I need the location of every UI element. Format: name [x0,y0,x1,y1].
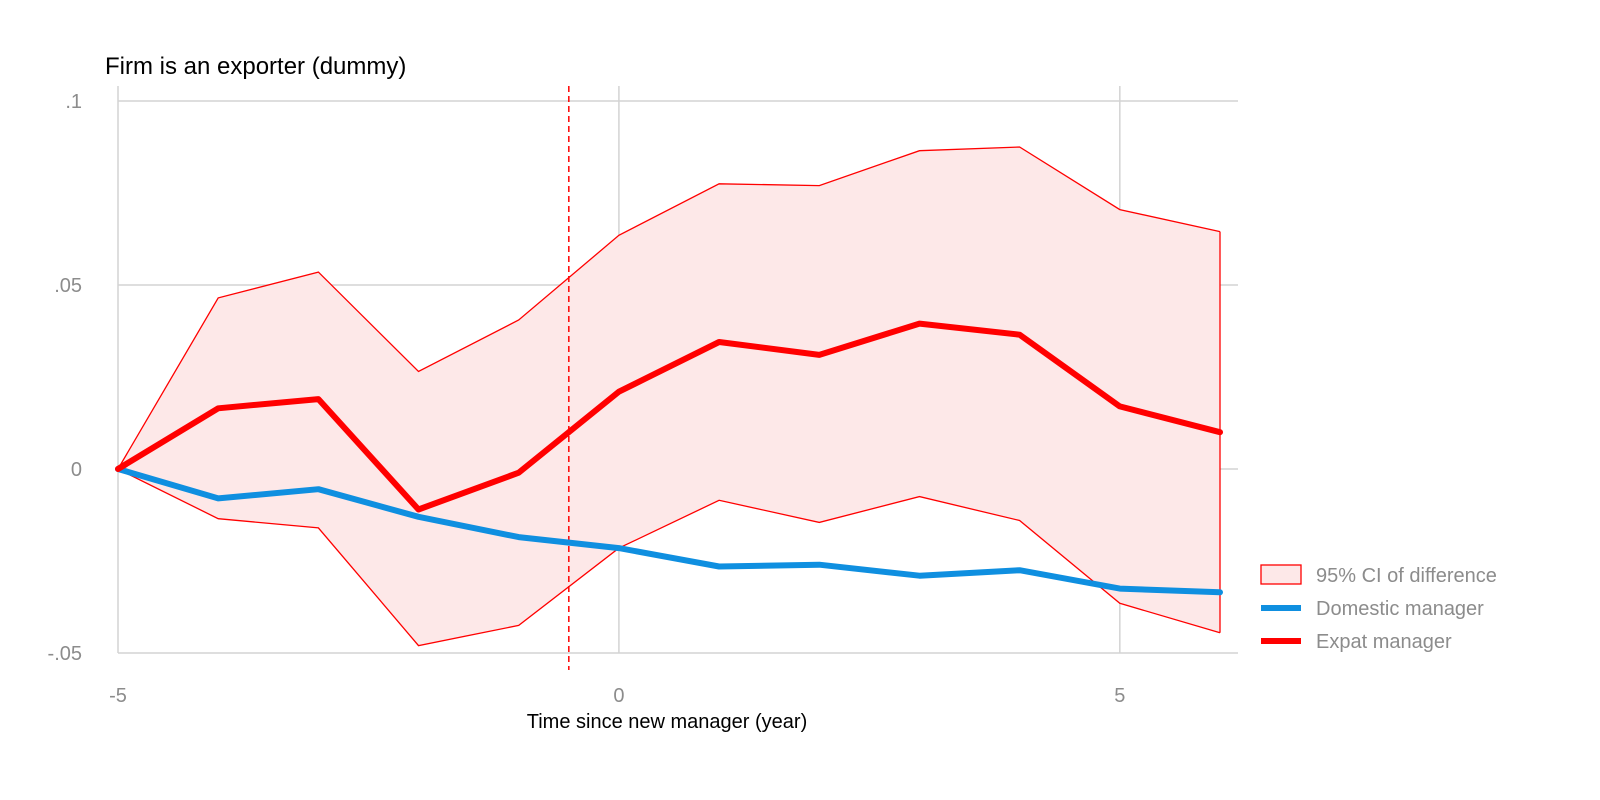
x-axis-label: Time since new manager (year) [527,711,807,733]
x-tick-label: -5 [109,685,127,707]
series-line-1 [115,320,1223,513]
x-tick-label: 5 [1114,685,1125,707]
legend-label: Domestic manager [1316,598,1484,620]
legend-swatch-ci [1260,564,1302,585]
legend: 95% CI of difference Domestic manager Expa… [1260,564,1497,653]
y-tick-label: 0 [71,459,82,481]
ci-band-fill [118,147,1220,646]
chart-title: Firm is an exporter (dummy) [105,53,406,80]
ci-upper-bound [117,146,1221,470]
y-tick-label: .05 [54,275,82,297]
x-axis-ticks: -5 0 5 [109,685,1125,707]
ci-band [117,146,1221,647]
series-line-0 [115,466,1223,596]
legend-label: Expat manager [1316,631,1452,653]
y-axis-ticks: -.05 0 .05 .1 [48,91,82,665]
y-tick-label: .1 [65,91,82,113]
legend-label: 95% CI of difference [1316,565,1497,587]
ci-lower-bound [117,468,1221,647]
y-tick-label: -.05 [48,643,82,665]
series-lines [115,320,1223,596]
x-tick-label: 0 [613,685,624,707]
